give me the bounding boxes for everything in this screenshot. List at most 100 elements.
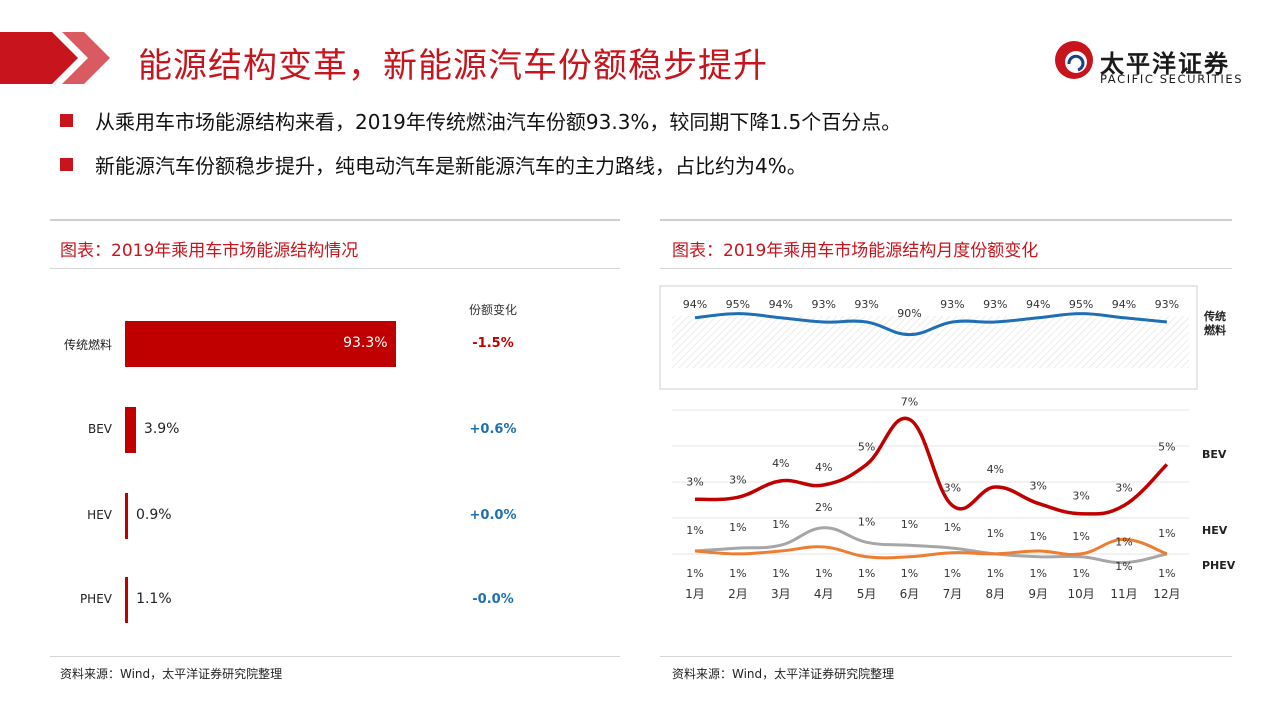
share-change-value: -0.0% xyxy=(472,592,514,607)
bullet-2-text: 新能源汽车份额稳步提升，纯电动汽车是新能源汽车的主力路线，占比约为4%。 xyxy=(95,154,807,178)
bar-BEV xyxy=(125,407,136,453)
traditional-data-label: 94% xyxy=(1112,298,1136,311)
bev-data-label: 4% xyxy=(815,461,832,474)
bullet-square-icon xyxy=(60,114,73,127)
bar-PHEV xyxy=(125,577,129,623)
month-tick-label: 10月 xyxy=(1067,587,1094,601)
month-tick-label: 1月 xyxy=(685,587,705,601)
month-tick-label: 12月 xyxy=(1153,587,1180,601)
right-panel-top-rule xyxy=(660,219,1232,221)
hev-data-label: 1% xyxy=(1158,527,1175,540)
traditional-data-label: 95% xyxy=(726,298,750,311)
month-tick-label: 11月 xyxy=(1110,587,1137,601)
traditional-data-label: 95% xyxy=(1069,298,1093,311)
hev-data-label: 1% xyxy=(858,515,875,528)
bullet-square-icon xyxy=(60,158,73,171)
phev-data-label: 1% xyxy=(772,567,789,580)
bev-data-label: 3% xyxy=(1029,479,1046,492)
bar-category-label: PHEV xyxy=(79,592,112,606)
phev-data-label: 1% xyxy=(729,567,746,580)
bar-category-label: HEV xyxy=(87,508,112,522)
bar-value-label: 3.9% xyxy=(143,421,180,437)
left-panel-title: 图表：2019年乘用车市场能源结构情况 xyxy=(60,241,359,261)
traditional-data-label: 94% xyxy=(1026,298,1050,311)
bar-category-label: 传统燃料 xyxy=(63,338,112,352)
bullet-1: 从乘用车市场能源结构来看，2019年传统燃油汽车份额93.3%，较同期下降1.5… xyxy=(60,106,901,135)
month-tick-label: 4月 xyxy=(814,587,834,601)
traditional-data-label: 93% xyxy=(854,298,878,311)
bev-data-label: 4% xyxy=(987,463,1004,476)
month-tick-label: 3月 xyxy=(771,587,791,601)
logo-en-text: PACIFIC SECURITIES xyxy=(1100,72,1244,86)
traditional-data-label: 93% xyxy=(983,298,1007,311)
traditional-data-label: 94% xyxy=(769,298,793,311)
right-panel-source: 资料来源：Wind，太平洋证券研究院整理 xyxy=(672,667,895,681)
bev-data-label: 3% xyxy=(1115,482,1132,495)
right-panel-title: 图表：2019年乘用车市场能源结构月度份额变化 xyxy=(672,241,1039,261)
month-tick-label: 6月 xyxy=(900,587,920,601)
traditional-data-label: 90% xyxy=(897,307,921,320)
month-tick-label: 2月 xyxy=(728,587,748,601)
energy-structure-bar-chart: 份额变化 传统燃料 93.3% -1.5% BEV 3.9% +0.6% HEV 0.9% +0… xyxy=(63,303,517,623)
bev-data-label: 5% xyxy=(858,441,875,454)
traditional-data-label: 94% xyxy=(683,298,707,311)
share-change-value: -1.5% xyxy=(472,336,514,351)
share-change-value: +0.6% xyxy=(469,422,517,437)
phev-data-label: 1% xyxy=(987,567,1004,580)
bev-series-line xyxy=(694,416,1169,516)
hev-data-label: 1% xyxy=(1072,530,1089,543)
bar-传统燃料 xyxy=(125,321,396,367)
traditional-legend-label: 燃料 xyxy=(1203,323,1226,337)
series-legend-label: PHEV xyxy=(1202,559,1236,572)
left-panel-bottom-rule xyxy=(50,656,620,657)
phev-data-label: 1% xyxy=(1029,567,1046,580)
traditional-data-label: 93% xyxy=(940,298,964,311)
phev-data-label: 1% xyxy=(1158,567,1175,580)
series-legend-label: BEV xyxy=(1202,448,1227,461)
month-tick-label: 8月 xyxy=(985,587,1005,601)
phev-data-label: 1% xyxy=(858,567,875,580)
phev-data-label: 1% xyxy=(1072,567,1089,580)
phev-data-label: 1% xyxy=(1115,560,1132,573)
series-legend-label: HEV xyxy=(1202,524,1228,537)
share-change-value: +0.0% xyxy=(469,508,517,523)
hev-data-label: 2% xyxy=(815,501,832,514)
hev-data-label: 1% xyxy=(729,521,746,534)
bev-data-label: 3% xyxy=(1072,490,1089,503)
hev-data-label: 1% xyxy=(686,524,703,537)
bev-data-label: 3% xyxy=(729,473,746,486)
traditional-data-label: 93% xyxy=(1155,298,1179,311)
traditional-legend-label: 传统 xyxy=(1203,309,1226,323)
traditional-hatch-area xyxy=(672,316,1189,368)
traditional-series-line xyxy=(694,312,1168,337)
right-panel-bottom-rule xyxy=(660,656,1232,657)
left-panel-source: 资料来源：Wind，太平洋证券研究院整理 xyxy=(60,667,283,681)
pacific-securities-logo-icon xyxy=(1055,41,1093,79)
bar-value-label: 0.9% xyxy=(136,507,172,523)
phev-data-label: 1% xyxy=(944,567,961,580)
hev-data-label: 1% xyxy=(1029,530,1046,543)
bar-value-label: 93.3% xyxy=(343,335,388,351)
hev-data-label: 1% xyxy=(944,521,961,534)
traditional-data-label: 93% xyxy=(811,298,835,311)
month-tick-label: 9月 xyxy=(1028,587,1048,601)
hev-data-label: 1% xyxy=(1115,536,1132,549)
phev-series-line xyxy=(694,537,1168,560)
month-tick-label: 5月 xyxy=(857,587,877,601)
logo-cn-text: 太平洋证券 xyxy=(1100,50,1230,78)
hev-data-label: 1% xyxy=(772,518,789,531)
hev-series-line xyxy=(694,526,1168,565)
hev-data-label: 1% xyxy=(987,527,1004,540)
bev-data-label: 3% xyxy=(944,482,961,495)
change-header: 份额变化 xyxy=(468,303,517,317)
bar-category-label: BEV xyxy=(87,422,112,436)
page-title: 能源结构变革，新能源汽车份额稳步提升 xyxy=(138,46,768,86)
bev-data-label: 3% xyxy=(686,475,703,488)
bev-data-label: 4% xyxy=(772,457,789,470)
bev-data-label: 5% xyxy=(1158,441,1175,454)
phev-data-label: 1% xyxy=(686,567,703,580)
phev-data-label: 1% xyxy=(815,567,832,580)
hev-data-label: 1% xyxy=(901,518,918,531)
header-chevron-icon xyxy=(0,32,110,84)
